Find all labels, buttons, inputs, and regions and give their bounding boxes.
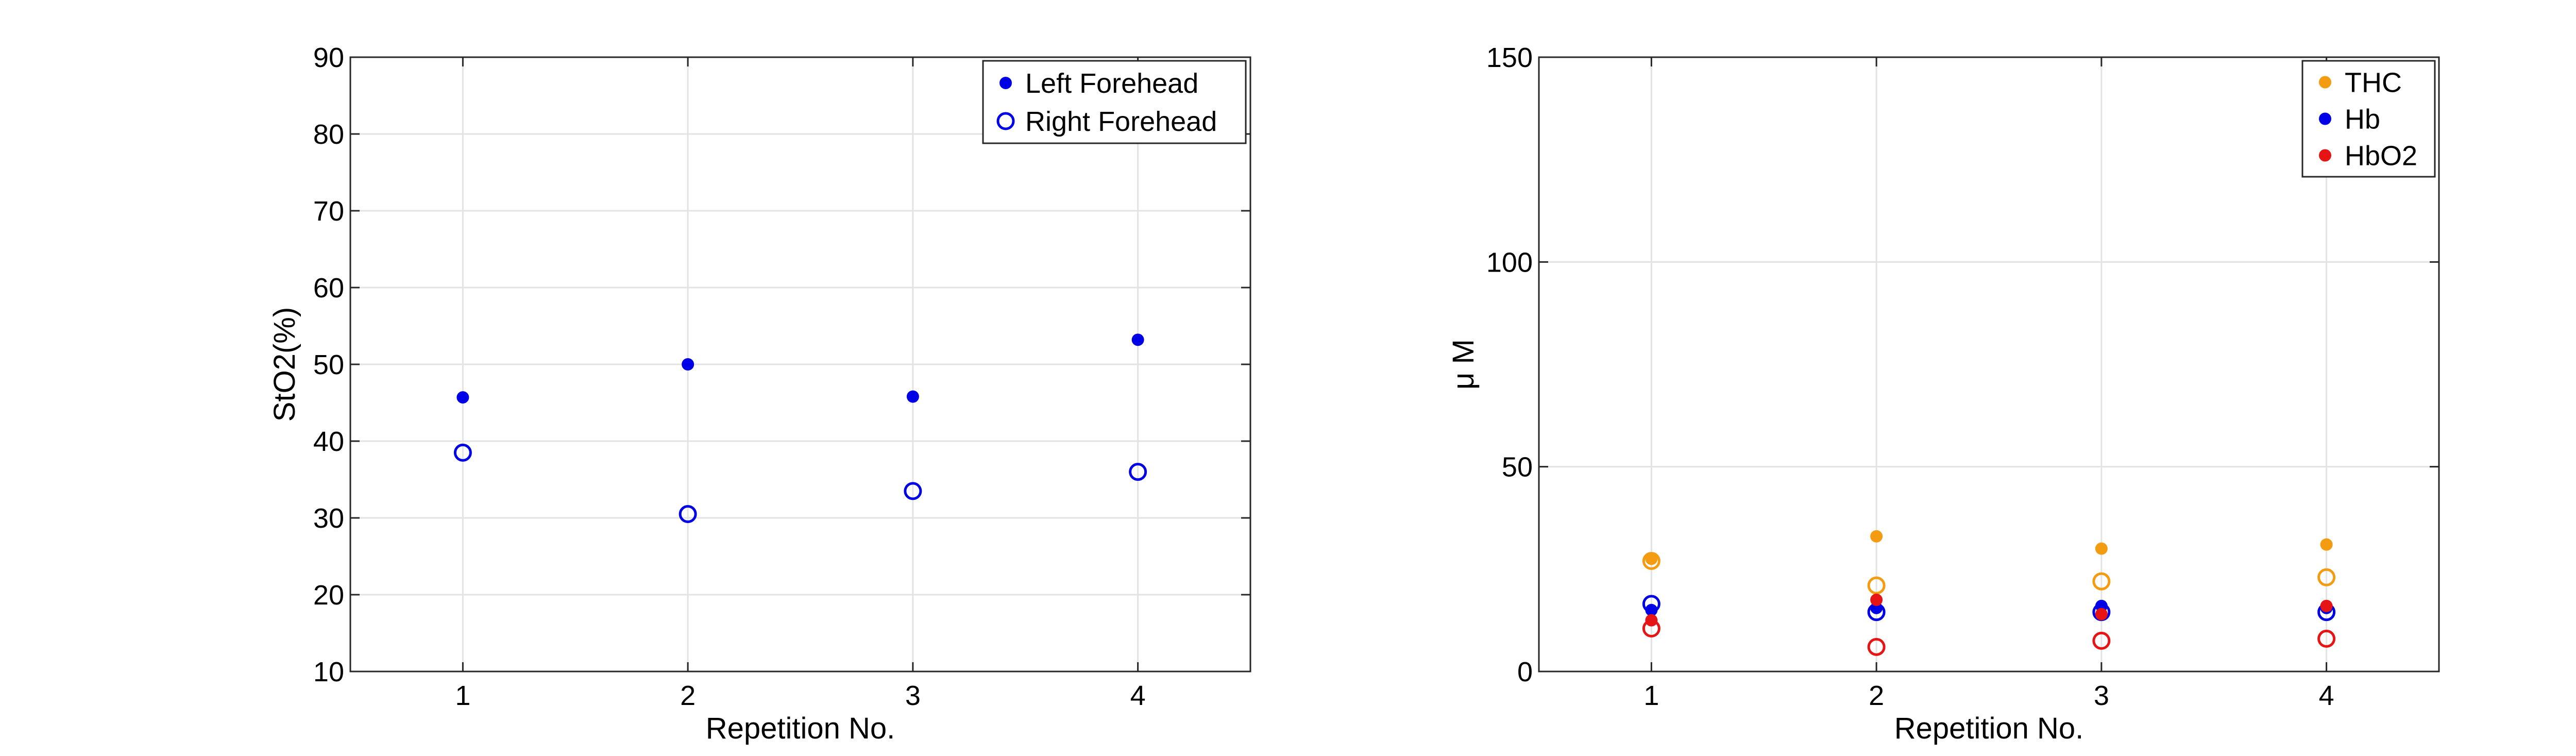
- data-point-s0-p1: [682, 358, 694, 371]
- y-tick-label: 90: [313, 42, 344, 73]
- legend-marker: [2319, 76, 2331, 89]
- x-tick-label: 3: [905, 680, 921, 711]
- data-point-s5-p3: [2317, 629, 2336, 648]
- data-point-s4-p2: [2095, 608, 2108, 620]
- data-point-s0-p3: [2320, 538, 2333, 551]
- data-point-s1-p3: [1129, 463, 1147, 481]
- data-point-s4-p1: [1870, 593, 1883, 606]
- data-point-s1-p2: [2092, 572, 2111, 591]
- data-point-s0-p0: [1645, 552, 1658, 565]
- legend-label: HbO2: [2345, 141, 2417, 172]
- data-point-s0-p0: [456, 391, 469, 404]
- data-point-s1-p0: [1642, 551, 1660, 570]
- y-tick-label: 100: [1486, 247, 1533, 278]
- legend-label: THC: [2345, 68, 2402, 98]
- y-tick-label: 20: [313, 580, 344, 611]
- data-point-s5-p1: [1867, 637, 1886, 656]
- x-tick-label: 1: [1643, 680, 1659, 711]
- data-point-s1-p2: [904, 482, 922, 500]
- plot-area-border: [1538, 56, 2440, 673]
- y-tick-label: 50: [313, 349, 344, 380]
- legend-marker: [2319, 149, 2331, 162]
- y-tick-label: 30: [313, 503, 344, 534]
- x-axis-label: Repetition No.: [1894, 712, 2084, 745]
- y-tick-label: 70: [313, 196, 344, 227]
- x-axis-label: Repetition No.: [706, 712, 895, 745]
- data-point-s1-p0: [453, 443, 472, 462]
- data-point-s0-p3: [1131, 333, 1144, 346]
- legend-marker: [2319, 112, 2331, 125]
- x-tick-label: 3: [2094, 680, 2109, 711]
- data-point-s5-p0: [1642, 619, 1660, 638]
- x-tick-label: 4: [2319, 680, 2334, 711]
- y-tick-label: 40: [313, 426, 344, 457]
- data-point-s3-p0: [1642, 595, 1660, 613]
- x-tick-label: 4: [1130, 680, 1146, 711]
- y-tick-label: 60: [313, 273, 344, 304]
- data-point-s0-p2: [906, 390, 919, 403]
- data-point-s0-p2: [2095, 542, 2108, 555]
- y-tick-label: 150: [1486, 42, 1533, 73]
- legend-label: Right Forehead: [1025, 106, 1217, 137]
- data-point-s1-p1: [679, 505, 697, 524]
- data-point-s4-p3: [2320, 599, 2333, 612]
- y-tick-label: 50: [1502, 452, 1533, 483]
- data-point-s0-p1: [1870, 530, 1883, 543]
- data-point-s2-p0: [1645, 603, 1658, 616]
- data-point-s1-p1: [1867, 576, 1886, 595]
- legend-marker: [999, 77, 1012, 89]
- legend-box: [982, 60, 1247, 144]
- y-tick-label: 10: [313, 657, 344, 687]
- y-tick-label: 0: [1517, 657, 1533, 687]
- data-point-s1-p3: [2317, 568, 2336, 586]
- data-point-s5-p2: [2092, 631, 2111, 650]
- legend-label: Hb: [2345, 104, 2380, 135]
- legend-marker: [996, 112, 1015, 130]
- x-tick-label: 2: [680, 680, 696, 711]
- y-axis-label: StO2(%): [268, 307, 301, 422]
- stO2-scatter-chart: 1 2 3 4 10 20 30 40 50 60 70 80 90 Repetition No. StO2…: [268, 42, 1251, 745]
- x-tick-label: 2: [1869, 680, 1884, 711]
- x-tick-label: 1: [455, 680, 470, 711]
- y-axis-label: μ M: [1447, 339, 1480, 390]
- y-tick-label: 80: [313, 119, 344, 150]
- concentration-scatter-chart: 1 2 3 4 0 50 100 150 Repetition No. μ M THC Hb HbO2: [1447, 42, 2440, 745]
- legend-label: Left Forehead: [1025, 68, 1198, 99]
